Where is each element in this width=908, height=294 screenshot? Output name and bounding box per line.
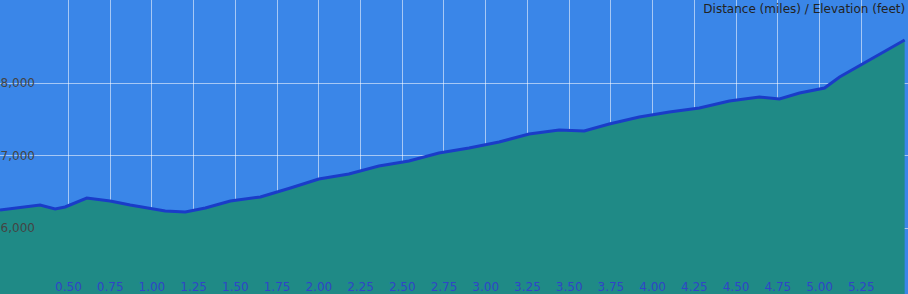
svg-text:1.00: 1.00 — [139, 280, 166, 294]
svg-text:2.25: 2.25 — [347, 280, 374, 294]
svg-text:6,000: 6,000 — [1, 221, 35, 235]
svg-text:4.25: 4.25 — [681, 280, 708, 294]
svg-text:3.25: 3.25 — [514, 280, 541, 294]
svg-text:4.75: 4.75 — [764, 280, 791, 294]
svg-text:7,000: 7,000 — [1, 149, 35, 163]
svg-text:4.00: 4.00 — [639, 280, 666, 294]
svg-text:1.50: 1.50 — [222, 280, 249, 294]
svg-text:5.00: 5.00 — [806, 280, 833, 294]
svg-text:2.00: 2.00 — [305, 280, 332, 294]
svg-text:Distance (miles) / Elevation (: Distance (miles) / Elevation (feet) — [703, 2, 905, 16]
svg-text:0.50: 0.50 — [55, 280, 82, 294]
svg-text:4.50: 4.50 — [723, 280, 750, 294]
svg-text:0.75: 0.75 — [97, 280, 124, 294]
svg-text:3.00: 3.00 — [472, 280, 499, 294]
svg-text:2.75: 2.75 — [431, 280, 458, 294]
svg-text:5.25: 5.25 — [848, 280, 875, 294]
svg-text:2.50: 2.50 — [389, 280, 416, 294]
svg-text:1.25: 1.25 — [180, 280, 207, 294]
svg-text:3.50: 3.50 — [556, 280, 583, 294]
svg-text:8,000: 8,000 — [1, 76, 35, 90]
svg-text:1.75: 1.75 — [264, 280, 291, 294]
svg-text:3.75: 3.75 — [598, 280, 625, 294]
